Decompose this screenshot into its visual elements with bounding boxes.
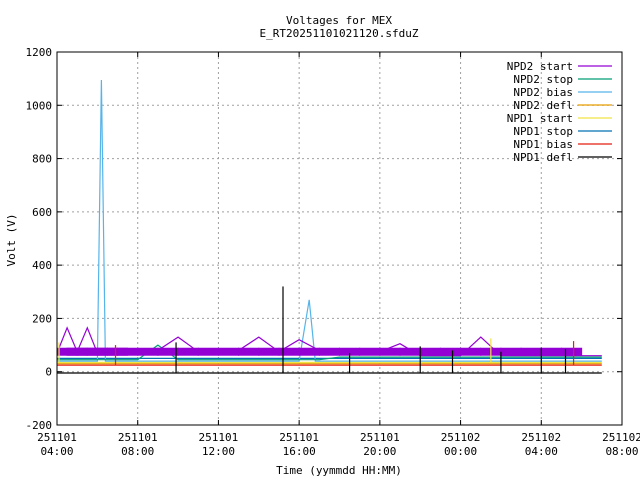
y-axis-label: Volt (V) [5, 214, 18, 267]
x-tick-label-time: 20:00 [363, 445, 396, 458]
x-tick-label-date: 251101 [118, 431, 158, 444]
series-band-segment [520, 347, 542, 356]
series-band-segment [278, 347, 300, 356]
legend-label: NPD1 start [507, 112, 573, 125]
series-band-segment [339, 347, 361, 356]
plot-frame [56, 51, 623, 426]
series-band-segment [157, 347, 179, 356]
series-band-segment [540, 347, 562, 356]
x-tick-label-time: 00:00 [444, 445, 477, 458]
series-layer [56, 79, 602, 374]
x-tick-label-date: 251101 [279, 431, 319, 444]
series-band-segment [460, 347, 482, 356]
x-axis-label: Time (yymmdd HH:MM) [276, 464, 402, 477]
x-tick-label-time: 16:00 [283, 445, 316, 458]
x-tick-label-time: 04:00 [525, 445, 558, 458]
legend-label: NPD2 start [507, 60, 573, 73]
x-tick-label-time: 04:00 [40, 445, 73, 458]
series-band-segment [379, 347, 401, 356]
series-band-segment [217, 347, 240, 356]
series-band-segment [137, 347, 159, 356]
legend-label: NPD1 bias [513, 138, 573, 151]
series-band-segment [197, 347, 219, 356]
legend-label: NPD2 defl [513, 99, 573, 112]
y-tick-label: 1000 [26, 99, 53, 112]
y-tick-label: 800 [32, 153, 52, 166]
x-tick-label-date: 251101 [199, 431, 239, 444]
legend-label: NPD1 defl [513, 151, 573, 164]
chart-subtitle: E_RT20251101021120.sfduZ [260, 27, 419, 40]
x-tick-label-date: 251101 [37, 431, 77, 444]
y-tick-label: 1200 [26, 46, 53, 59]
x-tick-label-date: 251102 [441, 431, 481, 444]
x-tick-label-time: 08:00 [605, 445, 638, 458]
y-tick-label: 600 [32, 206, 52, 219]
y-tick-label: 0 [45, 366, 52, 379]
legend-label: NPD2 stop [513, 73, 573, 86]
legend-label: NPD2 bias [513, 86, 573, 99]
x-tick-label-date: 251102 [521, 431, 561, 444]
y-tick-label: 200 [32, 312, 52, 325]
x-tick-label-date: 251101 [360, 431, 400, 444]
series-band-segment [238, 347, 260, 356]
series-band-segment [177, 347, 199, 356]
series-band-segment [560, 347, 583, 356]
series-npd2-bias [57, 79, 602, 362]
x-tick-label-date: 251102 [602, 431, 640, 444]
x-tick-label-time: 08:00 [121, 445, 154, 458]
legend-label: NPD1 stop [513, 125, 573, 138]
series-band-segment [298, 347, 320, 356]
series-band-segment [117, 347, 139, 356]
series-band-segment [399, 347, 421, 356]
y-tick-label: -200 [26, 419, 53, 432]
series-band-segment [500, 347, 522, 356]
chart-title: Voltages for MEX [286, 14, 392, 27]
y-tick-label: 400 [32, 259, 52, 272]
series-band-segment [439, 347, 462, 356]
series-band-segment [258, 347, 280, 356]
axis-ticks: -20002004006008001000120025110104:002511… [26, 46, 640, 458]
series-band-segment [318, 347, 340, 356]
series-band-segment [359, 347, 381, 356]
series-band-segment [419, 347, 441, 356]
x-tick-label-time: 12:00 [202, 445, 235, 458]
